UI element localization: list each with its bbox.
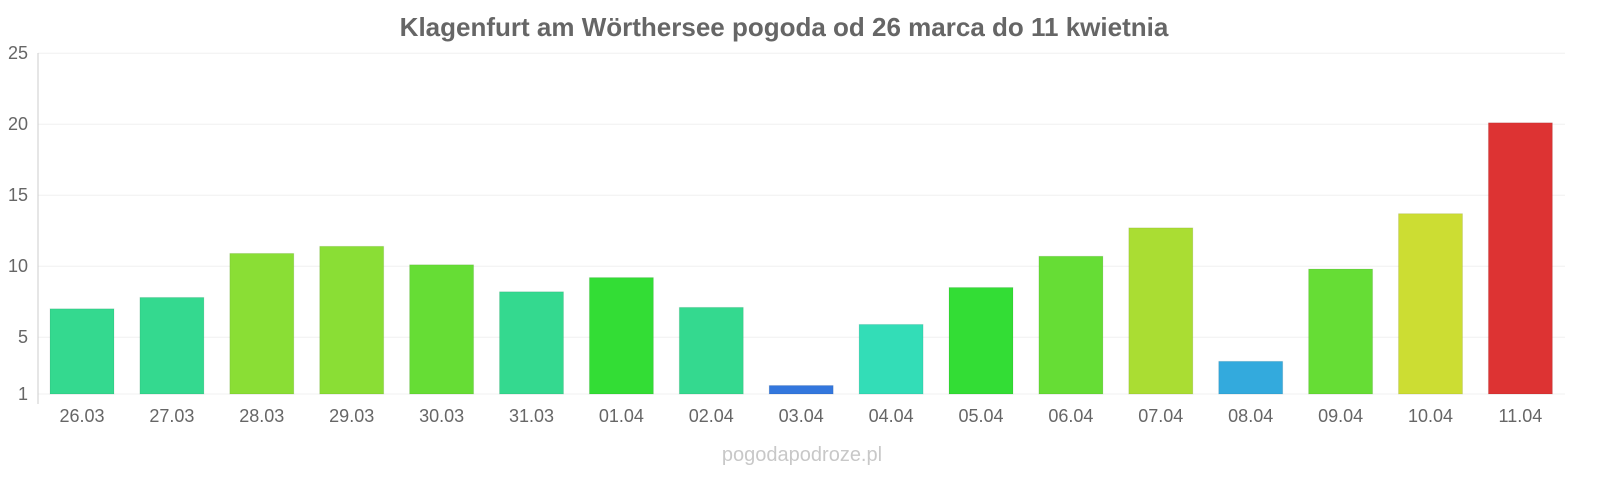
bar-03.04 — [768, 384, 834, 395]
x-tick-label: 05.04 — [958, 406, 1003, 426]
y-tick-label: 25 — [8, 43, 28, 63]
x-tick-label: 08.04 — [1228, 406, 1273, 426]
x-tick-label: 29.03 — [329, 406, 374, 426]
x-tick-label: 27.03 — [149, 406, 194, 426]
x-tick-label: 11.04 — [1499, 406, 1543, 426]
bar-26.03 — [49, 308, 115, 395]
bar-27.03 — [139, 296, 205, 395]
x-tick-label: 07.04 — [1138, 406, 1183, 426]
bar-09.04 — [1308, 268, 1374, 395]
bar-11.04 — [1487, 122, 1553, 395]
x-tick-label: 31.03 — [509, 406, 554, 426]
x-tick-label: 06.04 — [1048, 406, 1093, 426]
x-tick-label: 10.04 — [1408, 406, 1453, 426]
y-tick-label: 20 — [8, 114, 28, 134]
x-tick-label: 09.04 — [1318, 406, 1363, 426]
bar-28.03 — [229, 252, 295, 395]
x-tick-label: 02.04 — [689, 406, 734, 426]
chart-title: Klagenfurt am Wörthersee pogoda od 26 ma… — [400, 12, 1169, 42]
x-tick-label: 04.04 — [869, 406, 914, 426]
y-tick-label: 15 — [8, 185, 28, 205]
y-tick-label: 1 — [18, 384, 28, 404]
x-tick-label: 26.03 — [59, 406, 104, 426]
watermark: pogodapodroze.pl — [722, 444, 882, 466]
x-tick-label: 30.03 — [419, 406, 464, 426]
bar-02.04 — [678, 306, 744, 395]
bar-31.03 — [499, 291, 564, 395]
bar-07.04 — [1128, 227, 1194, 395]
bar-06.04 — [1038, 255, 1104, 395]
x-tick-label: 03.04 — [779, 406, 824, 426]
x-tick-label: 01.04 — [599, 406, 644, 426]
bar-05.04 — [948, 287, 1014, 395]
bar-29.03 — [319, 245, 385, 395]
bar-08.04 — [1218, 360, 1284, 395]
x-tick-label: 28.03 — [239, 406, 284, 426]
y-tick-label: 10 — [8, 256, 28, 276]
bar-10.04 — [1398, 213, 1463, 395]
bar-01.04 — [588, 277, 654, 395]
bar-30.03 — [409, 264, 475, 395]
bar-04.04 — [858, 323, 924, 395]
y-tick-label: 5 — [18, 327, 28, 347]
